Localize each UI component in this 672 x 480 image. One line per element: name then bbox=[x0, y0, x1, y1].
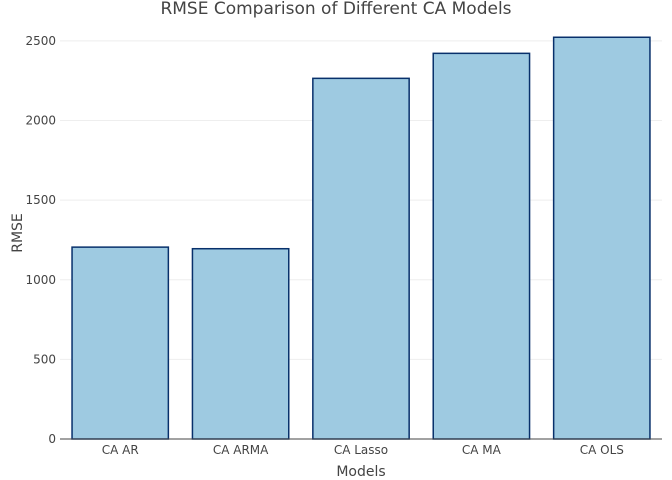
bar-ca-ma bbox=[432, 52, 531, 440]
x-tick-label: CA OLS bbox=[580, 443, 624, 457]
bars bbox=[71, 36, 651, 440]
bar-ca-ar bbox=[71, 246, 170, 440]
x-axis-ticks: CA AR CA ARMA CA Lasso CA MA CA OLS bbox=[102, 443, 624, 457]
bar-ca-arma bbox=[191, 247, 290, 440]
x-tick-label: CA AR bbox=[102, 443, 139, 457]
y-axis-ticks: 0 500 1000 1500 2000 2500 bbox=[25, 34, 56, 446]
y-tick-label: 2000 bbox=[25, 114, 56, 128]
x-tick-label: CA Lasso bbox=[334, 443, 388, 457]
y-tick-label: 0 bbox=[48, 432, 56, 446]
y-tick-label: 2500 bbox=[25, 34, 56, 48]
x-axis-label: Models bbox=[336, 464, 385, 480]
x-tick-label: CA ARMA bbox=[213, 443, 269, 457]
y-tick-label: 500 bbox=[33, 352, 56, 366]
y-tick-label: 1000 bbox=[25, 273, 56, 287]
y-tick-label: 1500 bbox=[25, 193, 56, 207]
bar-ca-lasso bbox=[312, 77, 410, 440]
x-tick-label: CA MA bbox=[462, 443, 502, 457]
bar-ca-ols bbox=[552, 36, 651, 440]
chart-title: RMSE Comparison of Different CA Models bbox=[160, 0, 511, 19]
y-axis-label: RMSE bbox=[10, 213, 26, 253]
